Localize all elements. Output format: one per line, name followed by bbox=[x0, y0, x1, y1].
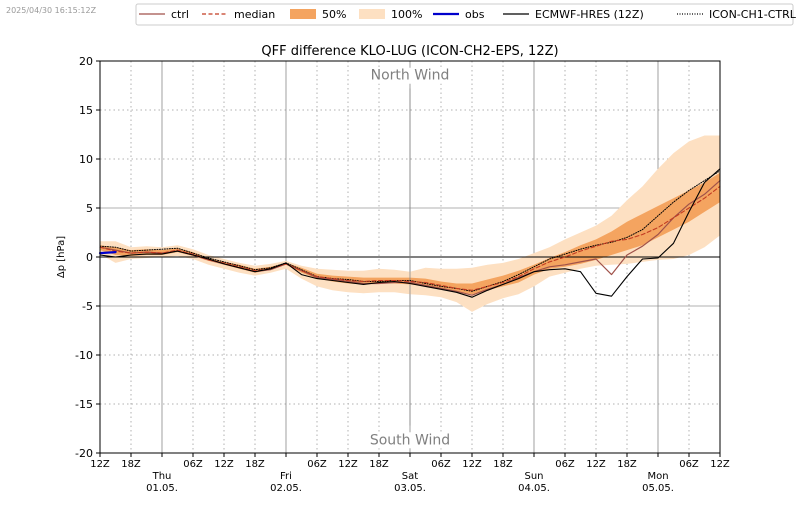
x-tick-label: 12Z bbox=[586, 459, 606, 470]
date-label: 05.05. bbox=[642, 483, 674, 494]
y-tick-label: 15 bbox=[79, 104, 93, 117]
legend-label-median: median bbox=[234, 8, 275, 21]
plot-area: -20 -15 -10 -5 0 5 10 15 20 12Z 18Z 06Z 12Z 18Z 06Z 12Z… bbox=[56, 44, 730, 494]
date-label: 03.05. bbox=[394, 483, 426, 494]
x-tick-label: 12Z bbox=[462, 459, 482, 470]
x-tick-label: 06Z bbox=[431, 459, 451, 470]
legend-label-iconctrl: ICON-CH1-CTRL (12Z) bbox=[709, 8, 800, 21]
legend-swatch-p50 bbox=[290, 9, 316, 19]
x-tick-label: 12Z bbox=[90, 459, 110, 470]
legend-label-ctrl: ctrl bbox=[171, 8, 189, 21]
icon-ch1-ctrl-line bbox=[99, 170, 721, 292]
x-tick-label: 06Z bbox=[183, 459, 203, 470]
x-tick-label: 06Z bbox=[307, 459, 327, 470]
y-tick-label: -10 bbox=[75, 349, 93, 362]
obs-line bbox=[98, 251, 117, 255]
band-50-percent bbox=[100, 172, 720, 295]
legend-item-ctrl: ctrl bbox=[139, 8, 189, 21]
date-label: 02.05. bbox=[270, 483, 302, 494]
legend-label-obs: obs bbox=[465, 8, 485, 21]
legend-item-ecmwf: ECMWF-HRES (12Z) bbox=[503, 8, 644, 21]
x-tick-label: 18Z bbox=[369, 459, 389, 470]
legend-label-p100: 100% bbox=[391, 8, 422, 21]
day-label: Sun bbox=[524, 471, 543, 482]
x-tick-label: 12Z bbox=[710, 459, 730, 470]
legend-item-obs: obs bbox=[433, 8, 485, 21]
date-label: 04.05. bbox=[518, 483, 550, 494]
legend-swatch-p100 bbox=[359, 9, 385, 19]
south-wind-label: South Wind bbox=[370, 432, 450, 448]
ecmwf-hres-line bbox=[99, 168, 721, 298]
day-label: Thu bbox=[152, 471, 172, 482]
chart-title: QFF difference KLO-LUG (ICON-CH2-EPS, 12… bbox=[261, 44, 558, 59]
day-label: Mon bbox=[647, 471, 668, 482]
y-tick-label: 0 bbox=[86, 251, 93, 264]
annotation-background bbox=[367, 432, 453, 449]
date-label: 01.05. bbox=[146, 483, 178, 494]
annotation-background bbox=[368, 67, 452, 84]
legend-label-p50: 50% bbox=[322, 8, 346, 21]
legend-item-p100: 100% bbox=[359, 8, 422, 21]
legend: ctrl median 50% 100% obs ECMWF-HRES (12Z) ICON… bbox=[135, 3, 800, 26]
x-tick-label: 12Z bbox=[338, 459, 358, 470]
y-tick-label: -5 bbox=[82, 300, 93, 313]
y-tick-label: 20 bbox=[79, 55, 93, 68]
x-tick-label: 12Z bbox=[214, 459, 234, 470]
x-tick-label: 18Z bbox=[121, 459, 141, 470]
north-wind-label: North Wind bbox=[371, 68, 450, 84]
x-tick-label: 06Z bbox=[555, 459, 575, 470]
day-label: Sat bbox=[402, 471, 418, 482]
day-label: Fri bbox=[280, 471, 292, 482]
timestamp: 2025/04/30 16:15:12Z bbox=[6, 6, 97, 15]
y-tick-label: 10 bbox=[79, 153, 93, 166]
legend-item-iconctrl: ICON-CH1-CTRL (12Z) bbox=[677, 8, 800, 21]
y-axis-label: Δp [hPa] bbox=[56, 236, 67, 278]
x-tick-label: 06Z bbox=[679, 459, 699, 470]
legend-item-median: median bbox=[202, 8, 275, 21]
x-tick-label: 18Z bbox=[617, 459, 637, 470]
x-tick-label: 18Z bbox=[493, 459, 513, 470]
y-tick-label: -20 bbox=[75, 447, 93, 460]
legend-item-p50: 50% bbox=[290, 8, 346, 21]
y-tick-label: -15 bbox=[75, 398, 93, 411]
y-tick-label: 5 bbox=[86, 202, 93, 215]
legend-label-ecmwf: ECMWF-HRES (12Z) bbox=[535, 8, 644, 21]
x-tick-label: 18Z bbox=[245, 459, 265, 470]
band-100-percent bbox=[100, 135, 720, 312]
